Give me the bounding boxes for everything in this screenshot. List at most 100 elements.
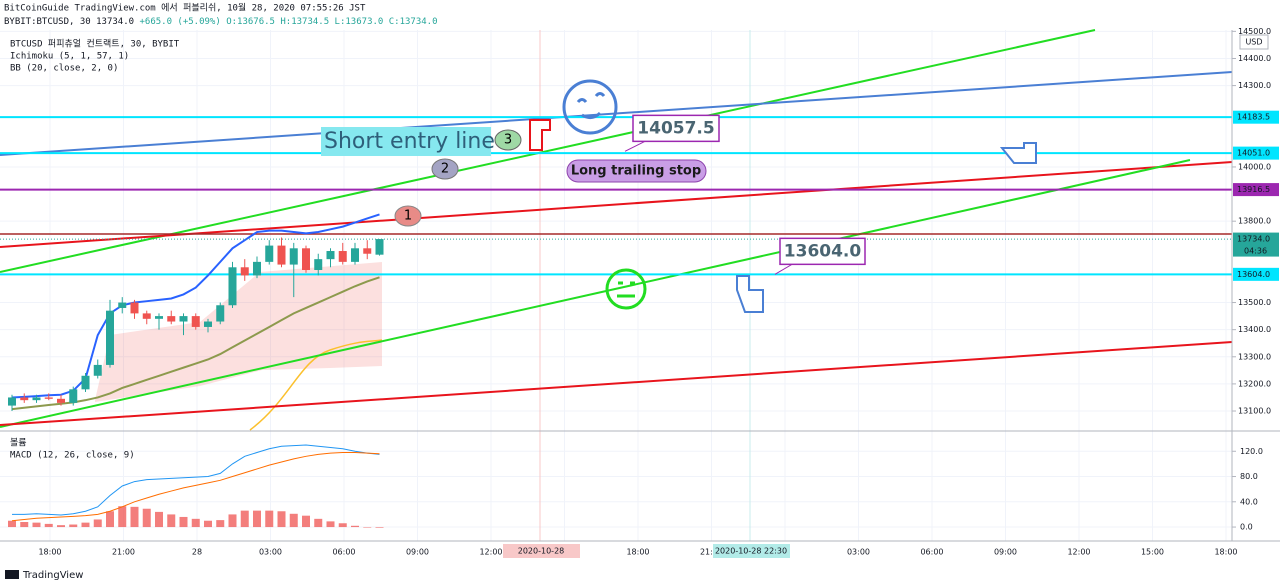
- x-tick-label: 18:00: [626, 548, 649, 557]
- histogram-bar: [314, 518, 323, 528]
- y-tick-label: 13100.0: [1238, 407, 1271, 416]
- header: BitCoinGuide TradingView.com 에서 퍼블리쉬, 10…: [4, 2, 366, 14]
- candle-body: [32, 397, 41, 401]
- price-label: 13916.5: [1237, 185, 1270, 194]
- histogram-bar: [81, 522, 90, 528]
- hand-icon: [736, 142, 1037, 313]
- candle-body: [351, 248, 359, 262]
- candle-body: [20, 397, 29, 401]
- change: +665.0 (+5.09%): [139, 17, 220, 27]
- candle-body: [69, 389, 78, 403]
- candle-body: [228, 267, 237, 306]
- trend-line: [0, 161, 1233, 248]
- grid: [0, 30, 1232, 541]
- x-tick-label: 09:00: [994, 548, 1017, 557]
- note-bg: [566, 159, 707, 183]
- x-tick-label: 03:00: [259, 548, 282, 557]
- time-highlight-label: 2020-10-28 22:30: [715, 547, 787, 556]
- price-label: 14183.5: [1237, 113, 1270, 122]
- price-label: 13604.0: [1237, 270, 1270, 279]
- x-tick-label: 12:00: [1067, 548, 1090, 557]
- note-bg: [321, 127, 491, 156]
- histogram-bar: [204, 520, 212, 528]
- y-tick-label: 14400.0: [1238, 54, 1271, 63]
- histogram-bar: [118, 506, 127, 528]
- trend-line: [0, 159, 1191, 428]
- price-label: 14051.0: [1237, 149, 1270, 158]
- candle-body: [314, 259, 323, 270]
- histogram-bar: [57, 525, 65, 528]
- candle-body: [216, 305, 225, 322]
- macd-line: [12, 444, 380, 516]
- histogram-bar: [216, 520, 225, 528]
- ohlc: O:13676.5 H:13734.5 L:13673.0 C:13734.0: [226, 17, 437, 27]
- histogram-bar: [179, 516, 188, 528]
- candle-body: [167, 316, 176, 322]
- candle-body: [179, 316, 188, 322]
- legend-text: BB (20, close, 2, 0): [10, 64, 118, 74]
- legend-text: BTCUSD 퍼피츄얼 컨트랙트, 30, BYBIT: [10, 39, 180, 50]
- y-tick-label: 13400.0: [1238, 325, 1271, 334]
- histogram-bar: [351, 525, 359, 528]
- logo: TradingView: [5, 570, 83, 581]
- candle-body: [302, 248, 310, 270]
- x-tick-label: 12:00: [479, 548, 502, 557]
- y-tick-label: 14300.0: [1238, 81, 1271, 90]
- y-tick-label: 13800.0: [1238, 217, 1271, 226]
- candle-body: [326, 251, 335, 260]
- candle-body: [375, 239, 384, 255]
- face-icon: [562, 79, 618, 135]
- candle-body: [118, 302, 127, 308]
- histogram-bar: [363, 527, 372, 528]
- histogram-bar: [240, 510, 249, 528]
- candle-body: [265, 245, 274, 262]
- time-highlight: [713, 544, 790, 558]
- bubble-label: 2: [441, 162, 449, 177]
- histogram-bar: [93, 519, 102, 528]
- symbol: BYBIT:BTCUSD, 30: [4, 17, 91, 27]
- note: Short entry line: [324, 129, 495, 154]
- trend-line: [0, 29, 1096, 273]
- y-tick-label: 13300.0: [1238, 352, 1271, 361]
- bubble-label: 3: [504, 133, 512, 148]
- candle-body: [240, 267, 249, 276]
- bubble-label: 1: [404, 209, 412, 224]
- price-label-box: [1233, 232, 1279, 257]
- y-tick-label: 0.0: [1240, 523, 1253, 532]
- price-label-box: [1233, 110, 1279, 124]
- time-highlight-label: 2020-10-28: [518, 547, 565, 556]
- price-note: 13604.0: [784, 241, 862, 261]
- histogram-bar: [106, 511, 114, 528]
- candle-body: [81, 375, 90, 390]
- candle-body: [130, 302, 139, 314]
- y-tick-label: 13500.0: [1238, 298, 1271, 307]
- note-box: [632, 114, 720, 143]
- histogram-bar: [265, 510, 274, 528]
- header: BYBIT:BTCUSD, 30 13734.0 +665.0 (+5.09%)…: [4, 17, 438, 27]
- histogram-bar: [142, 508, 151, 528]
- note: Long trailing stop: [571, 164, 701, 179]
- histogram-bar: [69, 524, 78, 528]
- candle-body: [277, 245, 286, 265]
- histogram-bar: [20, 522, 29, 528]
- y-tick-label: 80.0: [1240, 472, 1258, 481]
- histogram-bar: [167, 514, 176, 528]
- currency: USD: [1245, 38, 1262, 47]
- x-tick-label: 21:00: [112, 548, 135, 557]
- histogram-bar: [130, 506, 139, 528]
- legend-text: MACD (12, 26, close, 9): [10, 451, 135, 461]
- x-tick-label: 18:00: [38, 548, 61, 557]
- y-tick-label: 120.0: [1240, 447, 1263, 456]
- price-note: 14057.5: [637, 118, 714, 138]
- macd-line: [11, 452, 380, 522]
- histogram-bar: [32, 522, 41, 528]
- candle-body: [57, 398, 65, 403]
- currency-box: [1239, 34, 1269, 50]
- histogram-bar: [228, 514, 237, 528]
- histogram-bar: [44, 523, 53, 528]
- candle-body: [204, 321, 212, 327]
- y-tick-label: 14000.0: [1238, 162, 1271, 171]
- legend-text: Ichimoku (5, 1, 57, 1): [10, 52, 129, 62]
- last-price: 13734.0: [96, 17, 134, 27]
